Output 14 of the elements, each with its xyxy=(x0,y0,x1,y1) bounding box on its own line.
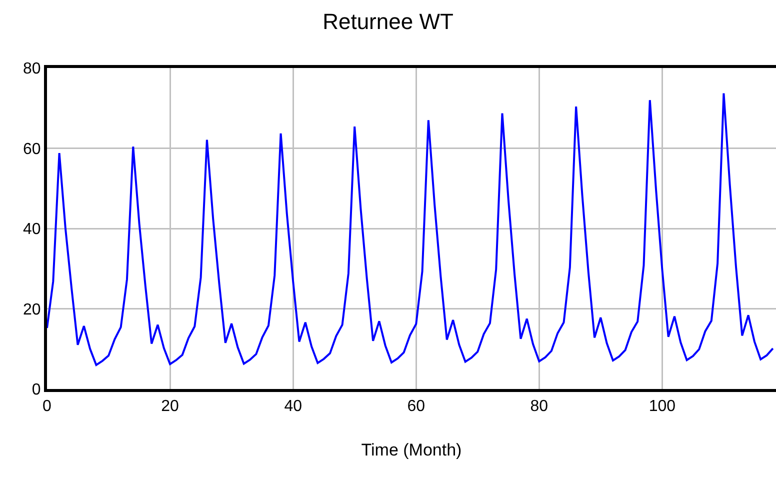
chart-title: Returnee WT xyxy=(322,9,454,34)
y-tick-label: 0 xyxy=(32,382,41,399)
x-tick-label: 60 xyxy=(407,398,426,416)
x-tick-label: 20 xyxy=(161,398,180,416)
y-tick-label: 60 xyxy=(23,140,41,158)
y-tick-label: 80 xyxy=(23,60,41,78)
x-tick-label: 80 xyxy=(530,398,548,416)
x-tick-label: 40 xyxy=(284,398,302,416)
line-series xyxy=(47,92,774,366)
y-tick-label: 20 xyxy=(23,301,41,318)
y-tick-label: 40 xyxy=(23,221,41,238)
x-axis-title: Time (Month) xyxy=(361,440,462,460)
x-tick-label: 0 xyxy=(42,398,52,416)
x-tick-label: 100 xyxy=(648,398,676,416)
